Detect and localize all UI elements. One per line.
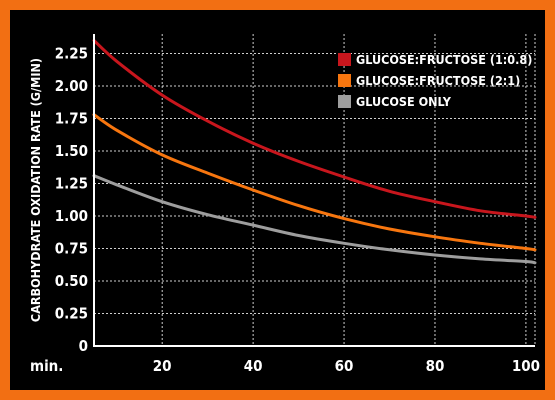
y-tick-label: 1.00 — [55, 207, 88, 225]
series-line-2 — [92, 113, 537, 252]
legend-swatch — [338, 74, 351, 87]
legend-label: GLUCOSE:FRUCTOSE (1:0.8) — [356, 52, 532, 67]
y-tick-label: 1.75 — [55, 110, 88, 128]
legend: GLUCOSE:FRUCTOSE (1:0.8) GLUCOSE:FRUCTOSE… — [338, 52, 532, 109]
legend-label: GLUCOSE:FRUCTOSE (2:1) — [356, 73, 520, 88]
y-tick-label: 2.00 — [55, 77, 88, 95]
x-tick-label: 60 — [335, 357, 354, 375]
y-tick-label: 1.50 — [55, 142, 88, 160]
legend-swatch — [338, 95, 351, 108]
axes — [93, 34, 535, 347]
x-tick-label: 20 — [153, 357, 172, 375]
x-tick-label: 40 — [244, 357, 263, 375]
x-tick-label: 100 — [512, 357, 540, 375]
x-unit-label: min. — [30, 357, 63, 375]
series-line-1 — [92, 39, 537, 219]
y-axis-title: CARBOHYDRATE OXIDATION RATE (G/MIN) — [28, 58, 43, 322]
tick-labels: 0 0.25 0.50 0.75 1.00 1.25 1.50 1.75 2.00 2.25 20 4… — [55, 45, 540, 376]
y-tick-label: 2.25 — [55, 45, 88, 63]
series-line-3 — [92, 174, 537, 265]
y-tick-label: 0.75 — [55, 240, 88, 258]
x-tick-label: 80 — [426, 357, 445, 375]
y-tick-label: 1.25 — [55, 175, 88, 193]
y-tick-label: 0 — [79, 337, 88, 355]
y-tick-label: 0.50 — [55, 272, 88, 290]
legend-label: GLUCOSE ONLY — [356, 94, 452, 109]
series-lines — [92, 39, 537, 265]
legend-swatch — [338, 53, 351, 66]
y-tick-label: 0.25 — [55, 305, 88, 323]
